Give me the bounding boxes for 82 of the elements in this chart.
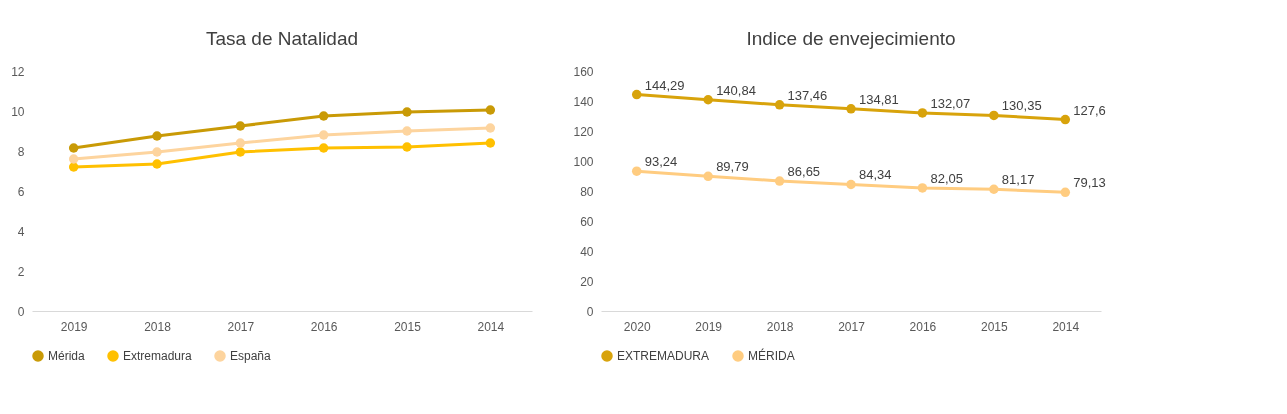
legend-label: MÉRIDA xyxy=(748,348,795,363)
x-tick-label: 2014 xyxy=(1052,319,1080,334)
point xyxy=(917,183,928,193)
y-tick-label: 0 xyxy=(17,304,25,319)
y-tick-label: 60 xyxy=(580,214,594,229)
data-label: 127,6 xyxy=(1073,102,1106,118)
data-label: 93,24 xyxy=(644,154,678,170)
y-tick-label: 100 xyxy=(573,154,594,169)
y-tick-label: 120 xyxy=(573,124,594,139)
point xyxy=(1060,114,1071,125)
x-tick-label: 2017 xyxy=(838,319,866,334)
point xyxy=(917,108,928,118)
x-tick-label: 2016 xyxy=(310,319,338,334)
data-label: 79,13 xyxy=(1073,175,1106,191)
point xyxy=(1060,187,1071,198)
y-tick-label: 8 xyxy=(17,144,25,159)
x-tick-label: 2018 xyxy=(766,319,794,334)
x-tick-label: 2019 xyxy=(695,319,723,334)
point xyxy=(485,105,496,115)
point xyxy=(631,166,642,176)
point xyxy=(402,142,412,152)
point xyxy=(846,179,856,190)
point xyxy=(703,95,713,105)
point xyxy=(235,138,246,148)
point xyxy=(235,147,246,157)
y-tick-label: 6 xyxy=(17,184,25,199)
y-tick-label: 4 xyxy=(17,224,25,239)
point xyxy=(68,154,79,164)
point xyxy=(152,147,162,157)
point xyxy=(318,111,329,121)
point xyxy=(846,104,856,114)
y-tick-label: 0 xyxy=(586,304,594,319)
data-label: 82,05 xyxy=(930,170,963,186)
legend-label: Mérida xyxy=(48,349,86,363)
data-label: 144,29 xyxy=(644,77,685,93)
point xyxy=(152,159,162,169)
y-tick-label: 160 xyxy=(573,64,594,79)
point xyxy=(485,138,496,148)
point xyxy=(318,143,329,153)
point xyxy=(318,130,329,140)
x-tick-label: 2014 xyxy=(477,319,505,334)
x-tick-label: 2015 xyxy=(394,319,422,334)
point xyxy=(235,121,246,131)
data-label: 132,07 xyxy=(930,95,971,111)
legend-label: Extremadura xyxy=(123,349,193,363)
y-tick-label: 2 xyxy=(17,264,25,279)
chart-title: Indice de envejecimiento xyxy=(746,28,956,49)
x-tick-label: 2018 xyxy=(144,319,172,334)
point xyxy=(989,184,999,194)
x-tick-label: 2020 xyxy=(623,319,651,334)
x-tick-label: 2016 xyxy=(909,319,937,334)
y-tick-label: 140 xyxy=(573,94,594,109)
legend-label: EXTREMADURA xyxy=(617,349,710,363)
x-tick-label: 2019 xyxy=(60,319,88,334)
point xyxy=(152,131,162,141)
x-tick-label: 2017 xyxy=(227,319,255,334)
point xyxy=(68,143,79,153)
point xyxy=(703,171,713,182)
point xyxy=(402,126,412,136)
legend-label: España xyxy=(230,349,272,363)
data-label: 137,46 xyxy=(787,87,828,103)
y-tick-label: 80 xyxy=(580,184,594,199)
data-label: 134,81 xyxy=(859,91,899,107)
point xyxy=(402,107,412,117)
point xyxy=(774,176,785,186)
y-tick-label: 10 xyxy=(11,104,25,119)
point xyxy=(774,100,785,110)
point xyxy=(989,110,999,121)
y-tick-label: 20 xyxy=(580,274,594,289)
data-label: 81,17 xyxy=(1001,172,1035,188)
point xyxy=(68,162,79,172)
data-label: 84,34 xyxy=(859,167,892,183)
point xyxy=(485,123,496,133)
data-label: 140,84 xyxy=(716,82,756,98)
data-label: 130,35 xyxy=(1001,98,1042,114)
x-tick-label: 2015 xyxy=(981,319,1009,334)
y-tick-label: 40 xyxy=(580,244,594,259)
y-tick-label: 12 xyxy=(11,64,25,79)
point xyxy=(631,89,642,100)
data-label: 89,79 xyxy=(716,159,749,175)
chart-title: Tasa de Natalidad xyxy=(205,28,359,49)
data-label: 86,65 xyxy=(787,164,821,180)
